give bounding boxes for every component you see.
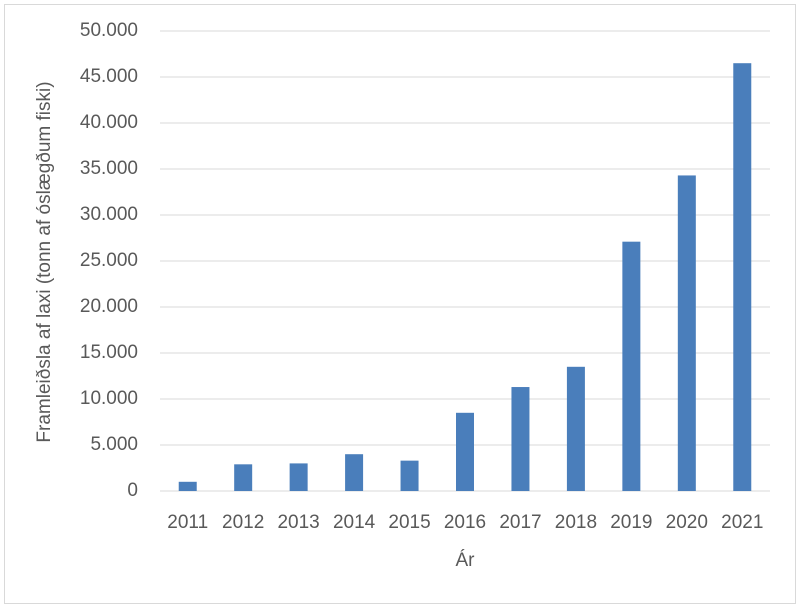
bar — [456, 412, 474, 491]
x-tick-label: 2014 — [333, 512, 376, 533]
y-axis-title: Framleiðsla af laxi (tonn af óslægðum fi… — [34, 81, 55, 442]
x-tick-label: 2019 — [610, 512, 652, 533]
bar — [511, 387, 530, 491]
y-tick-label: 0 — [127, 480, 138, 501]
y-tick-label: 15.000 — [80, 342, 138, 363]
x-tick-label: 2018 — [555, 512, 597, 533]
bar — [566, 366, 585, 491]
y-tick-label: 30.000 — [80, 204, 138, 225]
bar — [733, 63, 752, 491]
bar — [345, 454, 364, 491]
bar — [622, 241, 641, 491]
x-tick-label: 2020 — [666, 512, 708, 533]
bar — [234, 464, 253, 491]
y-tick-label: 10.000 — [80, 388, 138, 409]
x-tick-label: 2017 — [499, 512, 541, 533]
bar — [400, 460, 419, 491]
x-tick-label: 2013 — [277, 512, 319, 533]
y-tick-label: 50.000 — [80, 20, 138, 41]
bar — [289, 463, 308, 491]
x-tick-label: 2021 — [721, 512, 763, 533]
y-tick-label: 5.000 — [90, 434, 138, 455]
x-tick-label: 2015 — [388, 512, 430, 533]
x-tick-label: 2012 — [222, 512, 264, 533]
x-axis-title: Ár — [456, 550, 476, 571]
y-tick-label: 20.000 — [80, 296, 138, 317]
y-tick-label: 25.000 — [80, 250, 138, 271]
x-tick-label: 2011 — [167, 512, 208, 533]
bar — [178, 481, 197, 491]
y-tick-label: 45.000 — [80, 66, 138, 87]
chart-border — [4, 4, 796, 604]
y-tick-label: 35.000 — [80, 158, 138, 179]
y-tick-label: 40.000 — [80, 112, 138, 133]
x-tick-label: 2016 — [444, 512, 486, 533]
bar — [677, 175, 696, 491]
